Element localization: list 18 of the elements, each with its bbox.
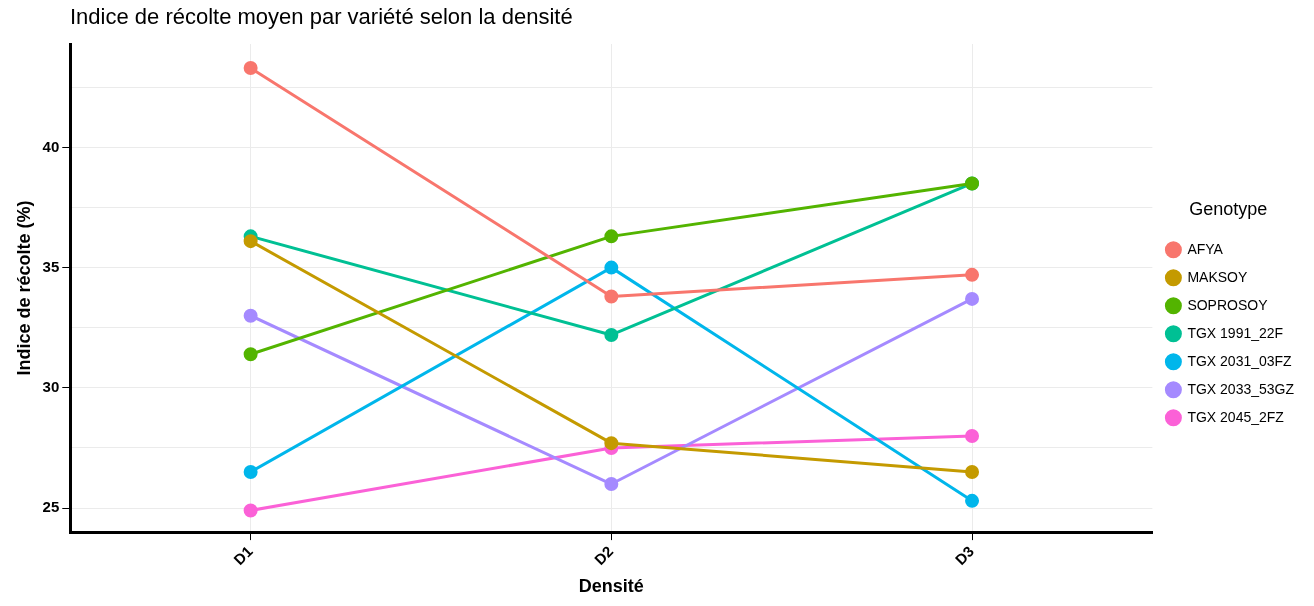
legend-label: AFYA [1187,240,1224,257]
x-tick-label: D2 [590,542,617,569]
legend-label: TGX 2045_2FZ [1187,408,1285,425]
x-tick-label: D3 [951,542,978,569]
legend-label: MAKSOY [1187,268,1248,285]
y-tick-label: 30 [42,377,60,395]
legend-label: TGX 1991_22F [1187,324,1284,341]
legend-label: SOPROSOY [1187,296,1269,313]
y-tick-label: 40 [42,137,60,155]
legend-label: TGX 2033_53GZ [1187,380,1295,397]
y-axis-title: Indice de récolte (%) [13,200,34,376]
legend-title: Genotype [1189,199,1268,220]
y-tick-label: 25 [42,498,60,516]
x-tick-label: D1 [230,542,256,569]
y-tick-label: 35 [42,257,60,275]
chart-title: Indice de récolte moyen par variété selon la densité [70,4,574,31]
legend-label: TGX 2031_03FZ [1187,352,1293,369]
x-axis-title: Densité [578,576,644,597]
